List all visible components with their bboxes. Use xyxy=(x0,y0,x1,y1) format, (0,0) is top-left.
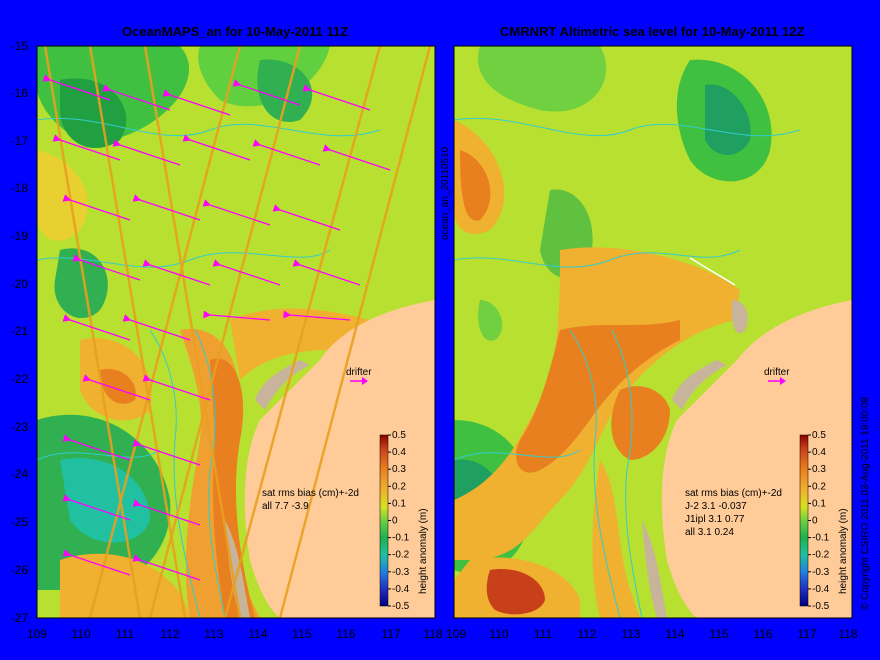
lat-tick: -19 xyxy=(11,229,29,243)
left-colorbar: 0.5 0.4 0.3 0.2 0.1 0 -0.1 -0.2 -0.3 -0.4 -0.5 xyxy=(379,430,410,612)
lat-tick: -15 xyxy=(11,39,29,53)
stats-line: all 7.7 -3.9 xyxy=(262,501,309,512)
colorbar-tick-label: 0 xyxy=(812,516,818,527)
lon-tick: 109 xyxy=(446,627,466,641)
lat-tick: -22 xyxy=(11,372,29,386)
right-panel-title: CMRNRT Altimetric sea level for 10-May-2… xyxy=(500,24,805,39)
left-drifter-legend: drifter xyxy=(346,367,372,385)
colorbar-tick-label: -0.3 xyxy=(392,567,410,578)
lon-axis-left: 109 110 111 112 113 114 115 116 117 118 xyxy=(27,627,443,641)
lat-tick: -26 xyxy=(11,563,29,577)
lon-tick: 113 xyxy=(621,627,640,641)
colorbar-tick-label: 0.3 xyxy=(392,464,406,475)
lon-tick: 118 xyxy=(838,627,857,641)
left-stats: sat rms bias (cm)+-2d all 7.7 -3.9 xyxy=(262,488,359,512)
copyright-label: © Copyright CSIRO 2011 03-Aug-2011 19:00… xyxy=(860,396,871,610)
colorbar-tick-label: 0.5 xyxy=(392,430,406,441)
lon-tick: 112 xyxy=(160,627,179,641)
lon-tick: 115 xyxy=(292,627,311,641)
left-map xyxy=(37,46,435,618)
lat-tick: -21 xyxy=(11,324,29,338)
colorbar-tick-label: 0.2 xyxy=(392,481,406,492)
lat-axis: -15 -16 -17 -18 -19 -20 -21 -22 -23 -24 … xyxy=(11,39,29,625)
colorbar-tick-label: 0.4 xyxy=(812,447,826,458)
colorbar-tick-label: -0.1 xyxy=(392,533,410,544)
lat-tick: -24 xyxy=(11,467,29,481)
lon-tick: 115 xyxy=(709,627,728,641)
stats-line: J-2 3.1 -0.037 xyxy=(685,501,747,512)
lat-tick: -20 xyxy=(11,277,29,291)
colorbar-tick-label: 0.4 xyxy=(392,447,406,458)
right-colorbar: 0.5 0.4 0.3 0.2 0.1 0 -0.1 -0.2 -0.3 -0.4 -0.5 xyxy=(799,430,830,612)
drifter-label: drifter xyxy=(346,367,372,378)
lon-tick: 116 xyxy=(753,627,772,641)
lat-tick: -16 xyxy=(11,86,29,100)
stats-line: all 3.1 0.24 xyxy=(685,527,734,538)
stats-line: sat rms bias (cm)+-2d xyxy=(685,488,782,499)
current-vectors xyxy=(42,74,391,581)
colorbar-tick-label: 0.2 xyxy=(812,481,826,492)
lon-tick: 117 xyxy=(797,627,816,641)
lon-tick: 110 xyxy=(489,627,508,641)
lon-tick: 118 xyxy=(423,627,442,641)
lat-tick: -18 xyxy=(11,181,29,195)
colorbar-tick-label: 0.3 xyxy=(812,464,826,475)
lon-tick: 116 xyxy=(336,627,355,641)
colorbar-tick-label: -0.3 xyxy=(812,567,830,578)
run-id-label: ocean_an_20110510 xyxy=(440,146,451,240)
colorbar-tick-label: -0.2 xyxy=(812,550,830,561)
colorbar-tick-label: 0.1 xyxy=(392,498,406,509)
left-panel-title: OceanMAPS_an for 10-May-2011 11Z xyxy=(122,24,349,39)
colorbar-tick-label: -0.1 xyxy=(812,533,830,544)
lon-tick: 112 xyxy=(577,627,596,641)
colorbar-tick-label: -0.5 xyxy=(392,601,410,612)
lon-tick: 117 xyxy=(381,627,400,641)
stats-line: J1ipl 3.1 0.77 xyxy=(685,514,745,525)
stats-line: sat rms bias (cm)+-2d xyxy=(262,488,359,499)
lon-tick: 114 xyxy=(248,627,267,641)
right-colorbar-label: height anomaly (m) xyxy=(838,508,849,594)
lon-tick: 113 xyxy=(204,627,223,641)
lat-tick: -17 xyxy=(11,134,29,148)
left-colorbar-label: height anomaly (m) xyxy=(418,508,429,594)
drifter-label: drifter xyxy=(764,367,790,378)
lat-tick: -25 xyxy=(11,515,29,529)
colorbar-tick-label: -0.4 xyxy=(392,584,410,595)
lon-axis-right: 109 110 111 112 113 114 115 116 117 118 xyxy=(446,627,858,641)
colorbar-tick-label: -0.2 xyxy=(392,550,410,561)
right-drifter-legend: drifter xyxy=(764,367,790,385)
colorbar-tick-label: -0.5 xyxy=(812,601,830,612)
colorbar-tick-label: 0.5 xyxy=(812,430,826,441)
lon-tick: 110 xyxy=(71,627,90,641)
lat-tick: -27 xyxy=(11,611,29,625)
right-map xyxy=(454,46,852,618)
right-stats: sat rms bias (cm)+-2d J-2 3.1 -0.037 J1i… xyxy=(685,488,782,538)
lon-tick: 114 xyxy=(665,627,684,641)
lon-tick: 109 xyxy=(27,627,47,641)
colorbar-tick-label: 0 xyxy=(392,516,398,527)
lat-tick: -23 xyxy=(11,420,29,434)
lon-tick: 111 xyxy=(116,627,135,641)
colorbar-tick-label: 0.1 xyxy=(812,498,826,509)
lon-tick: 111 xyxy=(534,627,553,641)
colorbar-tick-label: -0.4 xyxy=(812,584,830,595)
